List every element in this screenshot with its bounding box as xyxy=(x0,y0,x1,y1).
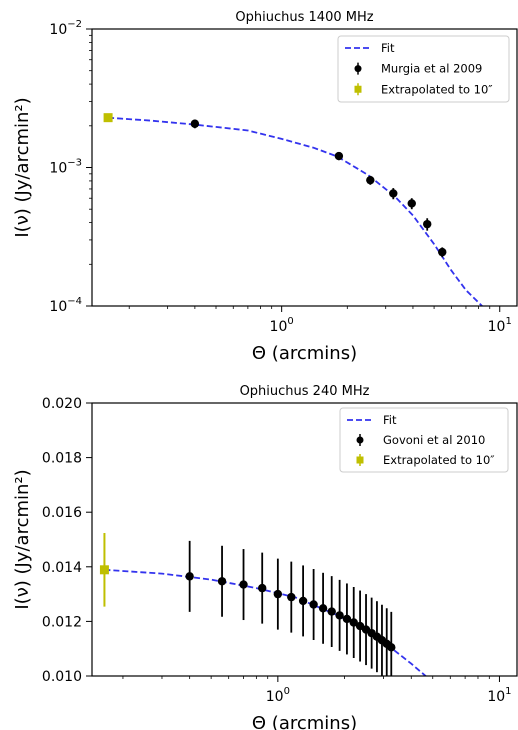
legend-label: Murgia et al 2009 xyxy=(381,62,482,76)
legend-label: Extrapolated to 10″ xyxy=(381,82,493,96)
data-point xyxy=(342,614,352,624)
data-point xyxy=(349,618,358,627)
y-tick-label: 0.014 xyxy=(42,560,82,576)
legend-label: Fit xyxy=(381,41,395,55)
y-tick-label: 0.012 xyxy=(42,614,82,630)
chart-title: Ophiuchus 240 MHz xyxy=(240,384,370,399)
legend-box xyxy=(337,35,510,103)
y-tick-label: 0.018 xyxy=(42,451,82,467)
data-point xyxy=(387,643,396,652)
x-tick-label: 101 xyxy=(488,316,512,335)
legend-label: Fit xyxy=(383,413,397,427)
x-tick-label: 100 xyxy=(266,686,290,705)
data-point xyxy=(407,199,416,208)
data-point xyxy=(318,604,328,613)
legend: Fit Govoni et al 2010 Extrapolated to 10″ xyxy=(339,407,509,473)
data-point xyxy=(366,175,375,185)
data-point xyxy=(335,611,344,620)
legend-box xyxy=(339,407,509,473)
y-tick-label: 0.010 xyxy=(42,669,82,685)
fit-line xyxy=(104,568,428,676)
data-point xyxy=(258,583,267,593)
axes-frame xyxy=(91,28,518,307)
legend-marker-swatch xyxy=(356,436,364,444)
data-point xyxy=(298,596,308,606)
data-point xyxy=(273,589,283,599)
x-axis-label: Θ (arcmins) xyxy=(252,713,357,730)
legend-label: Govoni et al 2010 xyxy=(383,433,485,447)
y-axis-label: I(ν) (Jy/arcmin²) xyxy=(12,97,33,237)
data-point xyxy=(389,189,398,198)
fit-line xyxy=(108,116,483,306)
data-point xyxy=(190,119,200,128)
y-axis-label: I(ν) (Jy/arcmin²) xyxy=(12,469,33,609)
plot-area xyxy=(99,532,428,676)
y-tick-label: 10−4 xyxy=(49,296,82,315)
x-axis-label: Θ (arcmins) xyxy=(252,343,357,364)
chart-title: Ophiuchus 1400 MHz xyxy=(235,10,373,25)
legend-marker-swatch xyxy=(354,85,362,93)
data-point xyxy=(327,607,336,616)
data-point xyxy=(239,580,248,589)
legend-marker-swatch xyxy=(356,456,364,464)
axes-frame xyxy=(91,402,518,677)
legend-marker-swatch xyxy=(354,65,362,73)
y-tick-label: 0.020 xyxy=(42,396,82,412)
chart-panel-2: Ophiuchus 240 MHz 100 101 0.010 0.012 0.014 0.… xyxy=(12,384,518,730)
legend-label: Extrapolated to 10″ xyxy=(383,453,495,467)
x-tick-label: 101 xyxy=(487,686,511,705)
data-point xyxy=(217,577,227,586)
data-point xyxy=(423,219,432,229)
x-tick-label: 100 xyxy=(270,316,294,335)
data-point-extrapolated xyxy=(103,113,113,123)
data-point xyxy=(334,151,344,161)
data-point xyxy=(309,600,318,609)
y-tick-label: 10−3 xyxy=(49,158,82,177)
plot-area xyxy=(103,113,483,306)
data-point xyxy=(185,572,194,581)
data-point-extrapolated xyxy=(99,565,109,575)
legend: Fit Murgia et al 2009 Extrapolated to 10″ xyxy=(337,35,510,103)
data-point xyxy=(438,247,447,257)
chart-panel-1: Ophiuchus 1400 MHz 100 101 10−4 10−3 10−2 Θ (a… xyxy=(12,10,518,364)
data-point xyxy=(287,592,296,602)
y-tick-label: 10−2 xyxy=(49,19,82,38)
y-tick-label: 0.016 xyxy=(42,505,82,521)
